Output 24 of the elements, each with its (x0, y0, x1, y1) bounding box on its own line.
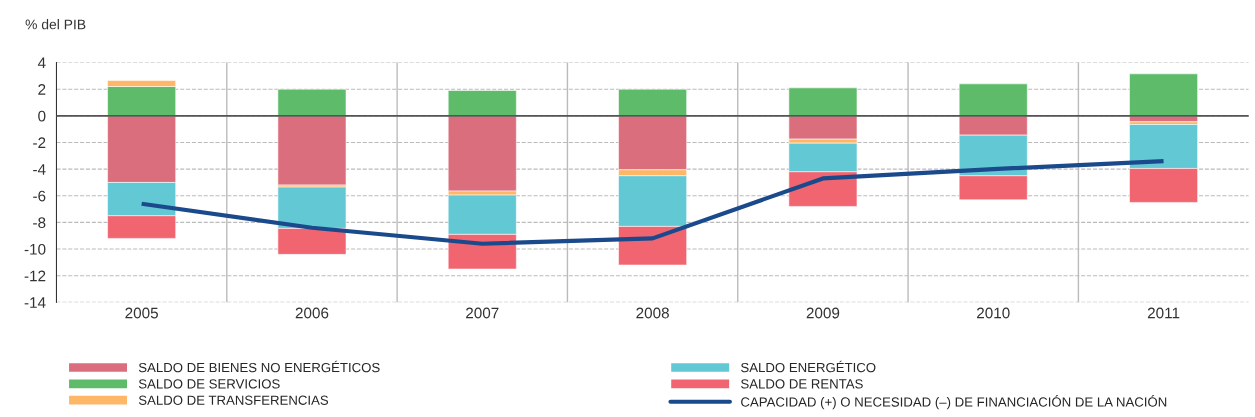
y-tick-label: -8 (33, 217, 46, 229)
x-tick-label: 2009 (806, 307, 840, 319)
y-axis-title: % del PIB (25, 19, 86, 30)
legend-label: SALDO DE BIENES NO ENERGÉTICOS (138, 360, 380, 373)
x-tick-label: 2005 (125, 307, 158, 319)
legend-label: SALDO DE TRANSFERENCIAS (138, 395, 329, 405)
legend-label: SALDO DE SERVICIOS (138, 379, 280, 389)
y-tick-label: 2 (38, 84, 46, 95)
y-tick-label: -2 (33, 137, 46, 149)
y-tick-label: -6 (33, 190, 46, 202)
x-tick-label: 2007 (466, 307, 499, 319)
x-tick-label: 2011 (1147, 307, 1180, 319)
y-tick-label: -4 (33, 164, 46, 175)
y-tick-label: -10 (24, 243, 46, 255)
legend-label: SALDO DE RENTAS (741, 379, 863, 389)
x-tick-label: 2010 (977, 307, 1010, 319)
y-tick-label: 4 (37, 57, 46, 69)
x-tick-label: 2008 (636, 307, 669, 319)
legend-label: SALDO ENERGÉTICO (741, 360, 876, 373)
legend-label: CAPACIDAD (+) O NECESIDAD (–) DE FINANCIACIÓN DE LA NACIÓN (741, 395, 1167, 410)
x-tick-label: 2006 (295, 307, 329, 319)
y-tick-label: 0 (38, 110, 46, 122)
y-tick-label: -14 (24, 297, 46, 308)
y-tick-label: -12 (24, 270, 46, 282)
